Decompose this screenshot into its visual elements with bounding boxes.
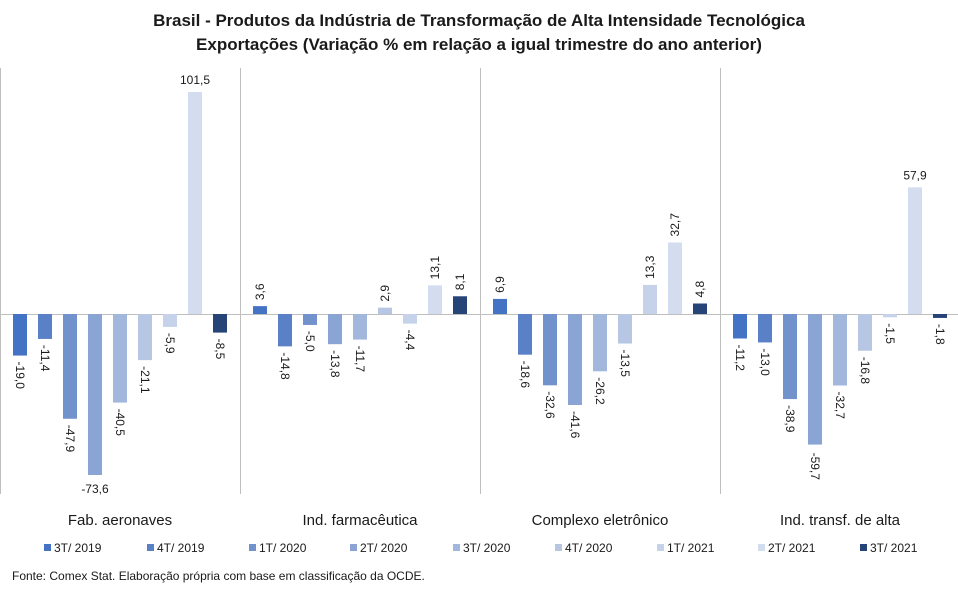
data-label: -5,9 — [163, 333, 177, 354]
legend-label: 2T/ 2021 — [768, 541, 816, 555]
bar — [908, 187, 922, 314]
data-label: -40,5 — [113, 409, 127, 437]
legend-swatch — [147, 544, 154, 551]
data-label: -1,5 — [883, 323, 897, 344]
data-label: 32,7 — [668, 213, 682, 237]
bar — [378, 307, 392, 314]
bar — [733, 314, 747, 339]
data-label: 13,3 — [643, 255, 657, 279]
bar — [38, 314, 52, 339]
data-label: -32,6 — [543, 391, 557, 419]
data-label: -13,5 — [618, 350, 632, 378]
data-label: -38,9 — [783, 405, 797, 433]
legend-swatch — [249, 544, 256, 551]
data-label: -47,9 — [63, 425, 77, 453]
bar — [353, 314, 367, 340]
data-label: -21,1 — [138, 366, 152, 394]
legend-label: 3T/ 2019 — [54, 541, 102, 555]
chart-subtitle: Exportações (Variação % em relação a igu… — [196, 35, 762, 54]
data-label: -4,4 — [403, 330, 417, 351]
bar — [783, 314, 797, 400]
bar — [833, 314, 847, 386]
legend-swatch — [758, 544, 765, 551]
bar — [668, 242, 682, 314]
legend-label: 3T/ 2020 — [463, 541, 511, 555]
data-label: -41,6 — [568, 411, 582, 439]
bar — [88, 314, 102, 475]
legend-swatch — [350, 544, 357, 551]
data-label: -59,7 — [808, 453, 822, 481]
bar — [138, 314, 152, 361]
bar — [403, 314, 417, 324]
data-label: -5,0 — [303, 331, 317, 352]
data-label: -13,0 — [758, 348, 772, 376]
data-label: 6,9 — [493, 276, 507, 293]
data-label: 13,1 — [428, 256, 442, 280]
data-label: -73,6 — [81, 482, 109, 496]
data-label: -19,0 — [13, 362, 27, 390]
legend-swatch — [860, 544, 867, 551]
data-label: 8,1 — [453, 273, 467, 290]
bar — [213, 314, 227, 333]
legend-label: 1T/ 2020 — [259, 541, 307, 555]
data-label: -32,7 — [833, 392, 847, 420]
data-label: -8,5 — [213, 339, 227, 360]
data-label: 4,8 — [693, 280, 707, 297]
bar — [163, 314, 177, 327]
legend-swatch — [657, 544, 664, 551]
bar — [568, 314, 582, 405]
data-label: 101,5 — [180, 73, 210, 87]
legend-swatch — [555, 544, 562, 551]
legend-label: 1T/ 2021 — [667, 541, 715, 555]
bar — [643, 284, 657, 314]
data-label: 57,9 — [903, 168, 927, 182]
bar — [113, 314, 127, 403]
bar — [13, 314, 27, 356]
category-label: Complexo eletrônico — [532, 512, 669, 529]
data-label: -11,7 — [353, 346, 367, 373]
legend-label: 2T/ 2020 — [360, 541, 408, 555]
data-label: 3,6 — [253, 283, 267, 300]
bar — [253, 306, 267, 314]
category-label: Ind. farmacêutica — [302, 512, 418, 529]
bar — [933, 314, 947, 318]
legend-label: 4T/ 2020 — [565, 541, 613, 555]
legend-label: 3T/ 2021 — [870, 541, 918, 555]
category-label: Ind. transf. de alta — [780, 512, 901, 529]
data-label: -13,8 — [328, 350, 342, 378]
data-label: 2,9 — [378, 285, 392, 302]
legend-label: 4T/ 2019 — [157, 541, 205, 555]
bar — [303, 314, 317, 325]
chart-title: Brasil - Produtos da Indústria de Transf… — [153, 11, 805, 30]
bar — [808, 314, 822, 445]
bar — [543, 314, 557, 386]
category-label: Fab. aeronaves — [68, 512, 172, 529]
legend-swatch — [44, 544, 51, 551]
data-label: -11,2 — [733, 344, 747, 371]
data-label: -26,2 — [593, 377, 607, 405]
bar — [493, 298, 507, 314]
bar — [618, 314, 632, 344]
bar — [428, 285, 442, 314]
source-note: Fonte: Comex Stat. Elaboração própria co… — [12, 569, 425, 583]
bar — [518, 314, 532, 355]
legend-swatch — [453, 544, 460, 551]
bar — [63, 314, 77, 419]
bar — [188, 92, 202, 314]
bar — [278, 314, 292, 347]
bar — [758, 314, 772, 343]
bar — [328, 314, 342, 345]
data-label: -11,4 — [38, 345, 52, 372]
data-label: -16,8 — [858, 357, 872, 385]
bar — [453, 296, 467, 314]
bar — [593, 314, 607, 372]
data-label: -1,8 — [933, 324, 947, 345]
bar — [883, 314, 897, 318]
data-label: -14,8 — [278, 352, 292, 380]
bar — [693, 303, 707, 314]
bar — [858, 314, 872, 351]
data-label: -18,6 — [518, 361, 532, 389]
